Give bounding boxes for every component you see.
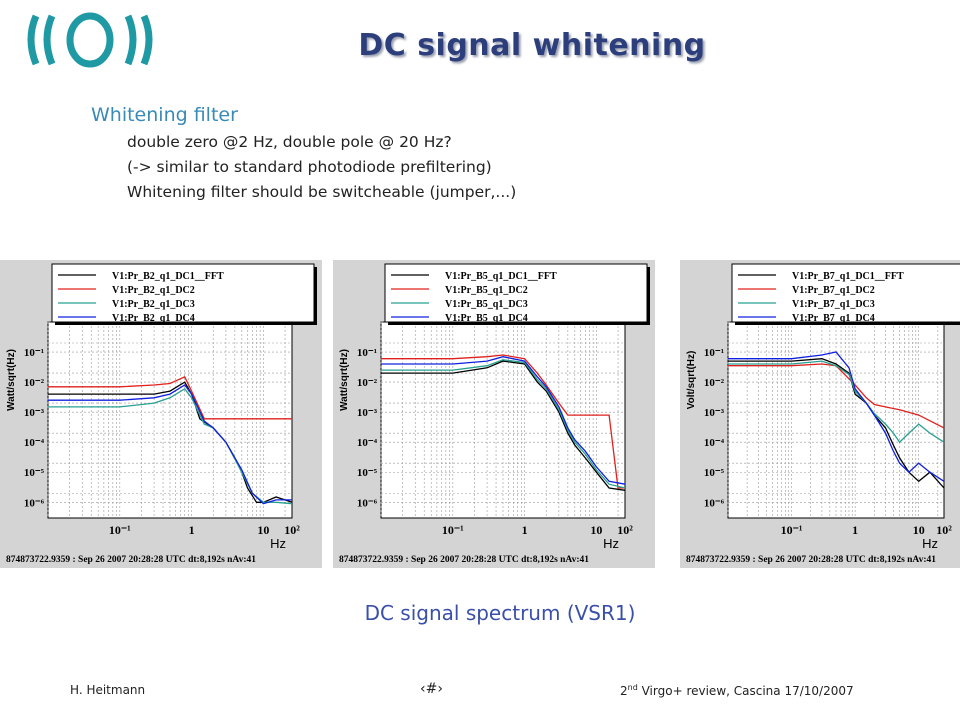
legend-label: V1:Pr_B2_q1_DC3 (112, 299, 195, 310)
series-line (381, 356, 626, 485)
series-line (381, 359, 626, 489)
y-tick-label: 10⁻⁶ (704, 497, 725, 509)
x-axis-label: Hz (270, 536, 286, 551)
bullet-line: Whitening filter should be switcheable (… (127, 183, 517, 201)
legend-box (51, 263, 315, 323)
x-tick-label: 10⁻¹ (781, 523, 803, 537)
x-tick-label: 1 (189, 523, 195, 537)
y-tick-label: 10⁻⁶ (24, 497, 45, 509)
footer-author: H. Heitmann (70, 683, 146, 697)
x-tick-label: 10 (590, 523, 602, 537)
y-tick-label: 10⁻³ (357, 407, 378, 419)
slide-title: DC signal whitening (358, 28, 706, 63)
x-tick-label: 10⁻¹ (442, 523, 464, 537)
x-tick-label: 1 (852, 523, 858, 537)
legend-label: V1:Pr_B7_q1_DC2 (792, 285, 875, 296)
bullet-line: (-> similar to standard photodiode prefi… (127, 158, 492, 176)
plot-grid (727, 321, 944, 518)
figure-caption: DC signal spectrum (VSR1) (364, 601, 636, 625)
y-tick-label: 10⁻⁴ (704, 437, 725, 449)
y-axis-label: Volt/sqrt(Hz) (686, 351, 697, 410)
plot-grid (47, 321, 292, 518)
x-tick-label: 10² (936, 523, 952, 537)
y-tick-label: 10⁻² (704, 377, 725, 389)
x-tick-label: 10² (284, 523, 300, 537)
series-line (381, 360, 626, 491)
y-tick-label: 10⁻² (357, 377, 378, 389)
y-tick-label: 10⁻⁴ (357, 437, 378, 449)
series-line (728, 363, 945, 429)
series-line (48, 375, 292, 420)
legend-box (731, 263, 960, 323)
legend-label: V1:Pr_B7_q1_DC1__FFT (792, 271, 904, 282)
legend-label: V1:Pr_B5_q1_DC1__FFT (445, 271, 557, 282)
footer-event: 2nd Virgo+ review, Cascina 17/10/2007 (620, 683, 854, 698)
series-line (48, 387, 293, 505)
x-tick-label: 10 (257, 523, 269, 537)
x-tick-label: 1 (522, 523, 528, 537)
y-tick-label: 10⁻⁵ (24, 467, 45, 479)
plot-timestamp: 874873722.9359 : Sep 26 2007 20:28:28 UT… (686, 555, 936, 565)
y-tick-label: 10⁻⁶ (357, 497, 378, 509)
legend-label: V1:Pr_B5_q1_DC3 (445, 299, 528, 310)
y-axis-label: Watt/sqrt(Hz) (6, 349, 17, 411)
series-line (381, 354, 625, 489)
y-tick-label: 10⁻⁵ (357, 467, 378, 479)
legend-label: V1:Pr_B2_q1_DC1__FFT (112, 271, 224, 282)
y-tick-label: 10⁻¹ (357, 347, 377, 359)
series-line (48, 384, 292, 505)
series-line (728, 351, 945, 482)
x-axis-label: Hz (922, 536, 938, 551)
legend-label: V1:Pr_B7_q1_DC3 (792, 299, 875, 310)
y-tick-label: 10⁻⁴ (24, 437, 45, 449)
legend-label: V1:Pr_B5_q1_DC2 (445, 285, 528, 296)
section-heading: Whitening filter (91, 104, 238, 126)
x-tick-label: 10² (617, 523, 633, 537)
legend-label: V1:Pr_B2_q1_DC2 (112, 285, 195, 296)
x-axis-label: Hz (603, 536, 619, 551)
legend-box (384, 263, 648, 323)
x-tick-label: 10 (913, 523, 925, 537)
y-tick-label: 10⁻³ (24, 407, 45, 419)
y-tick-label: 10⁻¹ (704, 347, 724, 359)
legend-label: V1:Pr_B5_q1_DC4 (445, 313, 528, 324)
y-tick-label: 10⁻³ (704, 407, 725, 419)
y-axis-label: Watt/sqrt(Hz) (339, 349, 350, 411)
plot-timestamp: 874873722.9359 : Sep 26 2007 20:28:28 UT… (339, 555, 589, 565)
y-tick-label: 10⁻² (24, 377, 45, 389)
y-tick-label: 10⁻⁵ (704, 467, 725, 479)
virgo-logo (27, 12, 153, 68)
series-line (728, 360, 945, 444)
plot-timestamp: 874873722.9359 : Sep 26 2007 20:28:28 UT… (6, 555, 256, 565)
x-tick-label: 10⁻¹ (109, 523, 131, 537)
legend-label: V1:Pr_B7_q1_DC4 (792, 313, 875, 324)
page-number: ‹#› (420, 681, 443, 697)
bullet-line: double zero @2 Hz, double pole @ 20 Hz? (127, 133, 452, 151)
legend-label: V1:Pr_B2_q1_DC4 (112, 313, 195, 324)
y-tick-label: 10⁻¹ (24, 347, 44, 359)
